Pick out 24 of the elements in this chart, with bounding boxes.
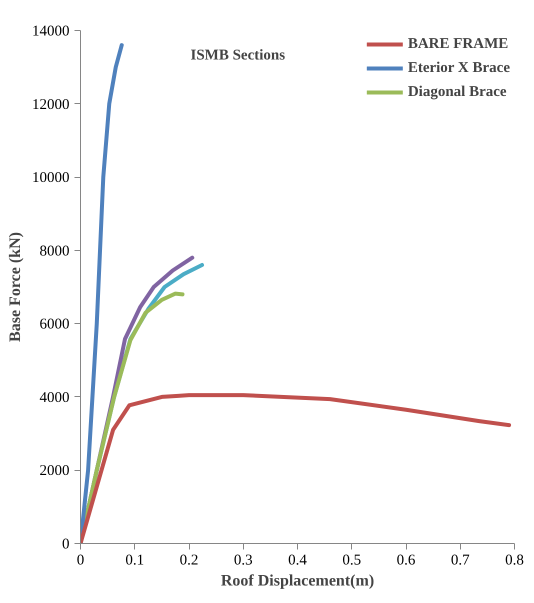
- x-tick-label: 0.2: [180, 552, 198, 568]
- y-tick-label: 14000: [32, 24, 70, 40]
- y-tick-label: 6000: [40, 316, 70, 333]
- y-tick-label: 10000: [32, 170, 70, 186]
- y-axis-title: Base Force (kN): [7, 232, 24, 342]
- line-series: [80, 393, 512, 544]
- y-tick-label: 2000: [40, 463, 70, 480]
- x-tick-label: 0.6: [396, 552, 416, 568]
- y-tick-label: 0: [62, 536, 70, 552]
- x-tick-label: 0.8: [505, 552, 524, 568]
- x-axis-title: Roof Displacement(m): [220, 572, 374, 590]
- x-tick-label: 0.1: [125, 552, 144, 568]
- y-tick-label: 4000: [40, 390, 70, 406]
- legend-label: Diagonal Brace: [408, 84, 507, 100]
- x-tick-label: 0.3: [234, 552, 253, 568]
- x-tick-label: 0.5: [342, 552, 362, 568]
- x-tick-label: 0: [76, 552, 84, 568]
- y-tick-label: 8000: [40, 243, 70, 260]
- legend-label: Eterior X Brace: [408, 60, 510, 76]
- annotation: ISMB Sections: [190, 48, 286, 64]
- x-tick-label: 0.7: [450, 552, 470, 568]
- x-tick-label: 0.4: [288, 552, 308, 568]
- legend-label: BARE FRAME: [408, 36, 508, 52]
- y-tick-label: 12000: [32, 96, 70, 113]
